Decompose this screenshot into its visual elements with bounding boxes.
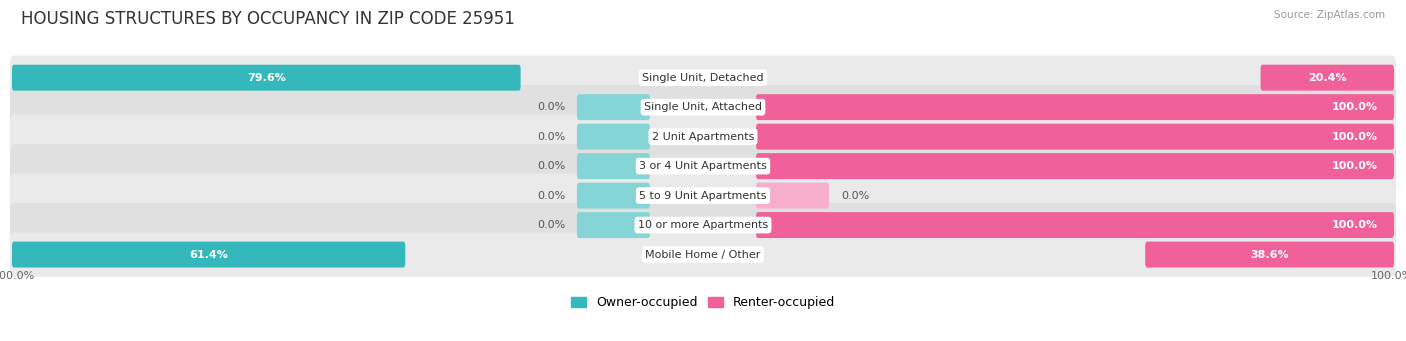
Text: 100.0%: 100.0%	[1331, 102, 1378, 112]
Text: 79.6%: 79.6%	[247, 73, 285, 83]
Text: 2 Unit Apartments: 2 Unit Apartments	[652, 132, 754, 142]
FancyBboxPatch shape	[756, 94, 1393, 120]
Text: 5 to 9 Unit Apartments: 5 to 9 Unit Apartments	[640, 191, 766, 201]
Text: 100.0%: 100.0%	[1331, 220, 1378, 230]
Text: 0.0%: 0.0%	[841, 191, 869, 201]
FancyBboxPatch shape	[576, 94, 650, 120]
FancyBboxPatch shape	[576, 183, 650, 209]
FancyBboxPatch shape	[10, 233, 1396, 277]
FancyBboxPatch shape	[1146, 241, 1393, 268]
FancyBboxPatch shape	[13, 65, 520, 91]
Legend: Owner-occupied, Renter-occupied: Owner-occupied, Renter-occupied	[567, 292, 839, 314]
Text: 0.0%: 0.0%	[537, 132, 565, 142]
FancyBboxPatch shape	[576, 153, 650, 179]
FancyBboxPatch shape	[756, 212, 1393, 238]
FancyBboxPatch shape	[10, 85, 1396, 129]
FancyBboxPatch shape	[576, 124, 650, 150]
Text: Single Unit, Detached: Single Unit, Detached	[643, 73, 763, 83]
FancyBboxPatch shape	[1261, 65, 1393, 91]
Text: HOUSING STRUCTURES BY OCCUPANCY IN ZIP CODE 25951: HOUSING STRUCTURES BY OCCUPANCY IN ZIP C…	[21, 10, 515, 28]
Text: 0.0%: 0.0%	[537, 191, 565, 201]
Text: 0.0%: 0.0%	[537, 102, 565, 112]
FancyBboxPatch shape	[10, 174, 1396, 218]
FancyBboxPatch shape	[756, 183, 830, 209]
Text: 61.4%: 61.4%	[190, 250, 228, 260]
FancyBboxPatch shape	[756, 153, 1393, 179]
Text: 100.0%: 100.0%	[1331, 132, 1378, 142]
Text: 100.0%: 100.0%	[0, 271, 35, 281]
Text: Single Unit, Attached: Single Unit, Attached	[644, 102, 762, 112]
FancyBboxPatch shape	[13, 241, 405, 268]
FancyBboxPatch shape	[10, 203, 1396, 247]
Text: 100.0%: 100.0%	[1371, 271, 1406, 281]
Text: 0.0%: 0.0%	[537, 220, 565, 230]
Text: 38.6%: 38.6%	[1250, 250, 1289, 260]
FancyBboxPatch shape	[10, 56, 1396, 100]
Text: 0.0%: 0.0%	[537, 161, 565, 171]
Text: Source: ZipAtlas.com: Source: ZipAtlas.com	[1274, 10, 1385, 20]
FancyBboxPatch shape	[10, 115, 1396, 159]
Text: 20.4%: 20.4%	[1308, 73, 1347, 83]
Text: 3 or 4 Unit Apartments: 3 or 4 Unit Apartments	[640, 161, 766, 171]
FancyBboxPatch shape	[756, 124, 1393, 150]
FancyBboxPatch shape	[576, 212, 650, 238]
Text: Mobile Home / Other: Mobile Home / Other	[645, 250, 761, 260]
Text: 10 or more Apartments: 10 or more Apartments	[638, 220, 768, 230]
FancyBboxPatch shape	[10, 144, 1396, 188]
Text: 100.0%: 100.0%	[1331, 161, 1378, 171]
